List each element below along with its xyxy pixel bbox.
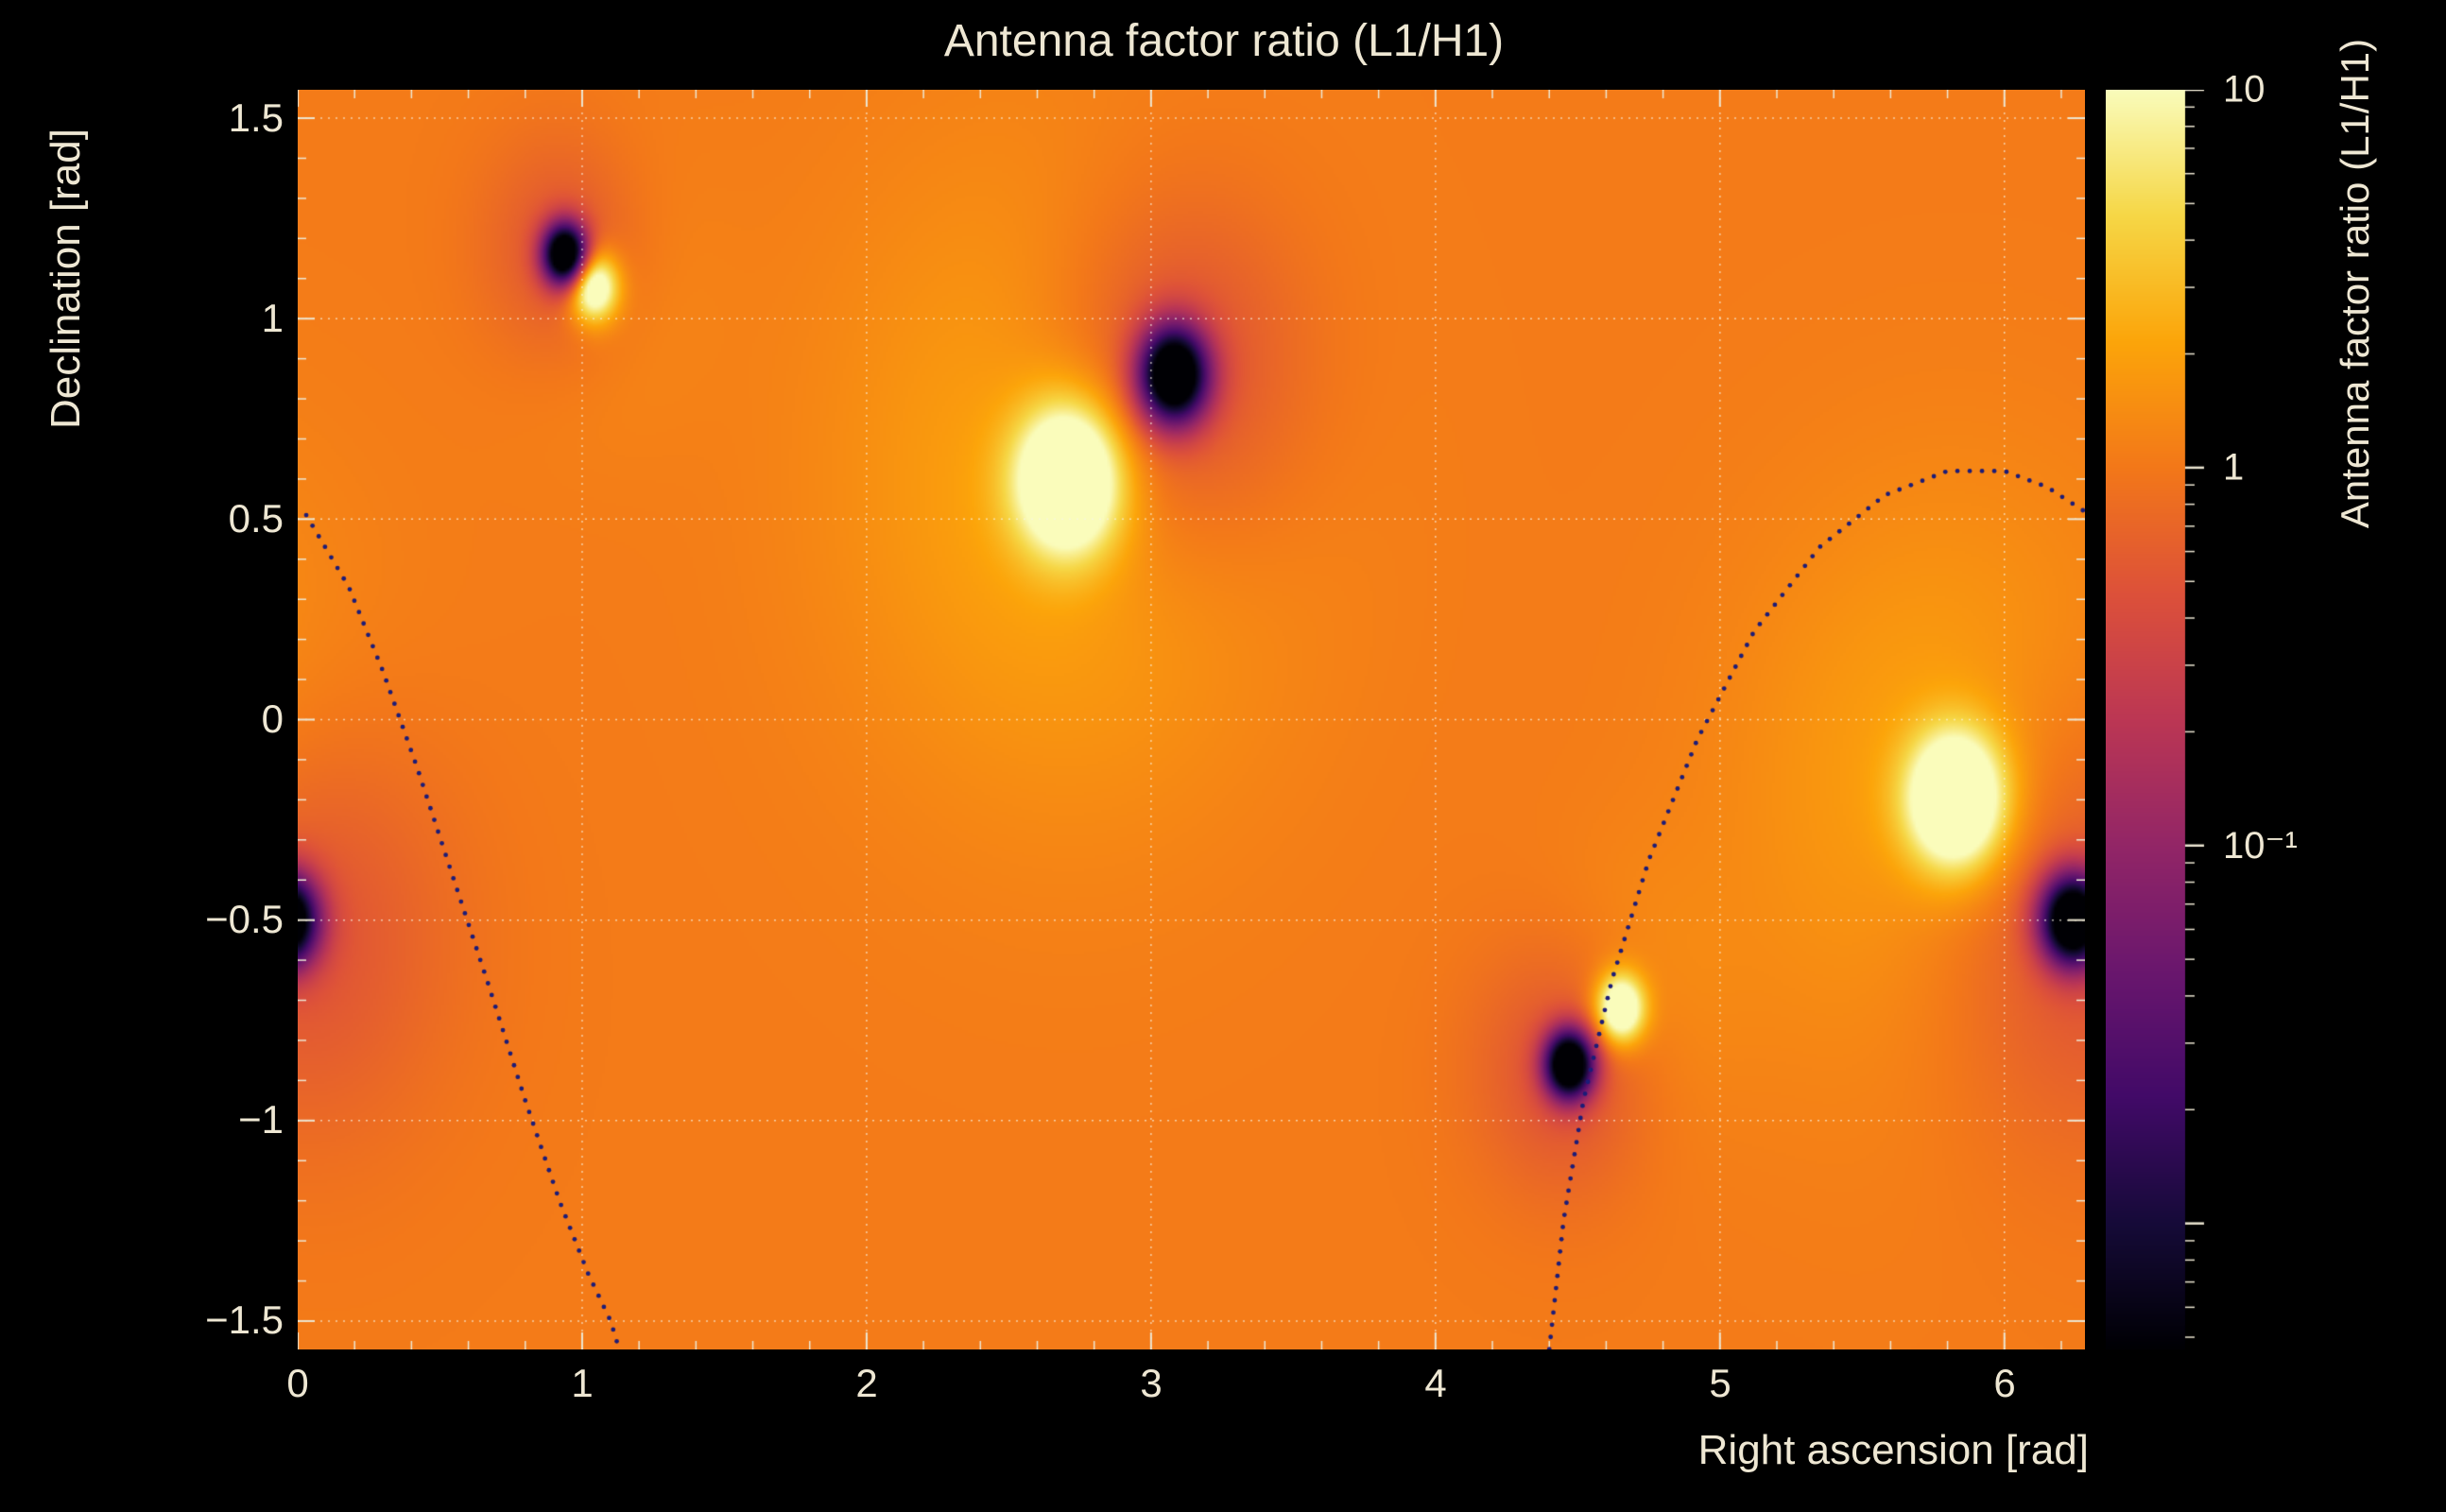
y-tick-label-6: −1.5 (205, 1297, 284, 1342)
x-tick-label-5: 5 (1709, 1361, 1731, 1405)
colorbar-title: Antenna factor ratio (L1/H1) (2333, 38, 2377, 529)
plot-title: Antenna factor ratio (L1/H1) (943, 16, 1505, 66)
x-tick-label-1: 1 (571, 1361, 594, 1405)
colorbar-tick-label-1: 1 (2223, 446, 2245, 489)
x-tick-label-3: 3 (1140, 1361, 1163, 1405)
y-tick-label-1: 1 (261, 296, 284, 340)
colorbar-tick-label-10: 10 (2223, 68, 2265, 111)
x-tick-label-6: 6 (1993, 1361, 2016, 1405)
y-tick-label-4: −0.5 (205, 897, 284, 941)
y-axis-title: Declination [rad] (43, 129, 89, 429)
plot-overlay-canvas (298, 90, 2085, 1349)
y-tick-label-2: 0.5 (228, 496, 284, 541)
y-tick-label-5: −1 (238, 1097, 284, 1142)
colorbar-tick-label-0p1: 10⁻¹ (2223, 825, 2298, 867)
y-tick-label-0: 1.5 (228, 95, 284, 140)
x-axis-title: Right ascension [rad] (1697, 1427, 2089, 1473)
y-tick-label-3: 0 (261, 696, 284, 741)
colorbar-canvas (2106, 90, 2212, 1349)
x-tick-label-2: 2 (855, 1361, 878, 1405)
x-tick-label-4: 4 (1424, 1361, 1447, 1405)
x-tick-label-0: 0 (286, 1361, 309, 1405)
